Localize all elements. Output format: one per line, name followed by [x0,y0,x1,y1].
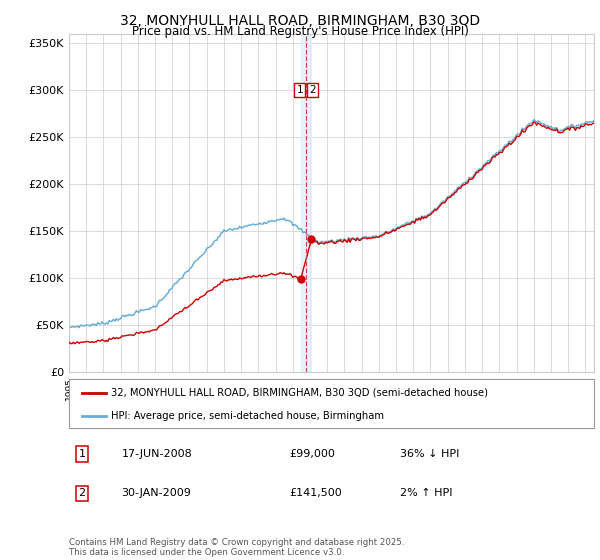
Text: 36% ↓ HPI: 36% ↓ HPI [400,449,459,459]
Text: 2: 2 [79,488,86,498]
Text: 1: 1 [79,449,86,459]
Text: 32, MONYHULL HALL ROAD, BIRMINGHAM, B30 3QD: 32, MONYHULL HALL ROAD, BIRMINGHAM, B30 … [120,14,480,28]
Text: £99,000: £99,000 [290,449,335,459]
Text: 17-JUN-2008: 17-JUN-2008 [121,449,192,459]
Text: HPI: Average price, semi-detached house, Birmingham: HPI: Average price, semi-detached house,… [111,411,384,421]
Text: £141,500: £141,500 [290,488,342,498]
Text: 2: 2 [309,85,316,95]
Text: 2% ↑ HPI: 2% ↑ HPI [400,488,452,498]
Text: 1: 1 [296,85,303,95]
Text: 32, MONYHULL HALL ROAD, BIRMINGHAM, B30 3QD (semi-detached house): 32, MONYHULL HALL ROAD, BIRMINGHAM, B30 … [111,388,488,398]
Text: Price paid vs. HM Land Registry's House Price Index (HPI): Price paid vs. HM Land Registry's House … [131,25,469,38]
Text: Contains HM Land Registry data © Crown copyright and database right 2025.
This d: Contains HM Land Registry data © Crown c… [69,538,404,557]
Text: 30-JAN-2009: 30-JAN-2009 [121,488,191,498]
Bar [301,34,311,372]
